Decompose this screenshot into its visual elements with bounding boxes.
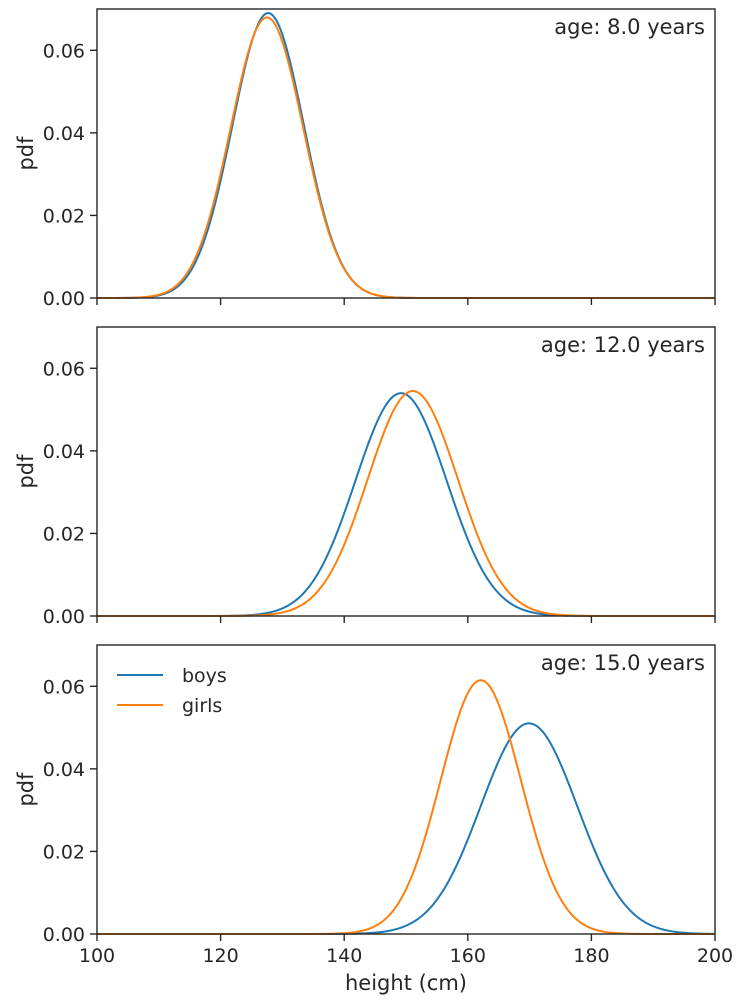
axes-frame-panel-2 (96, 326, 716, 617)
ytick-label: 0.06 (43, 358, 85, 380)
line-boys-panel-1 (97, 12, 715, 299)
xtick-label: 140 (326, 945, 362, 967)
xtick-label: 100 (79, 945, 115, 967)
legend-label-girls: girls (182, 695, 222, 717)
ytick-label: 0.02 (43, 523, 85, 545)
ytick-label: 0.02 (43, 205, 85, 227)
ytick-label: 0.06 (43, 40, 85, 62)
line-girls-panel-1 (96, 16, 715, 299)
xtick-label: 180 (573, 945, 609, 967)
axes-frame-panel-3 (96, 644, 716, 935)
line-boys-panel-2 (97, 392, 715, 617)
ytick-label: 0.00 (43, 924, 85, 946)
y-axis-label: pdf (14, 772, 38, 807)
age-annotation: age: 8.0 years (554, 15, 705, 39)
age-annotation: age: 12.0 years (541, 333, 705, 357)
xtick-label: 160 (450, 945, 486, 967)
ytick-label: 0.04 (43, 123, 85, 145)
ytick-label: 0.00 (43, 606, 85, 628)
xtick-label: 120 (202, 945, 238, 967)
legend-label-boys: boys (182, 665, 227, 687)
age-annotation: age: 15.0 years (541, 651, 705, 675)
x-axis-label: height (cm) (345, 971, 467, 995)
line-girls-panel-2 (97, 390, 715, 617)
y-axis-label: pdf (14, 454, 38, 489)
ytick-label: 0.04 (43, 759, 85, 781)
line-boys-panel-3 (97, 722, 716, 935)
ytick-label: 0.06 (43, 676, 85, 698)
ytick-label: 0.04 (43, 441, 85, 463)
xtick-label: 200 (697, 945, 733, 967)
line-girls-panel-3 (97, 679, 715, 935)
axes-frame-panel-1 (96, 8, 716, 299)
ytick-label: 0.02 (43, 841, 85, 863)
ytick-label: 0.00 (43, 288, 85, 310)
y-axis-label: pdf (14, 136, 38, 171)
